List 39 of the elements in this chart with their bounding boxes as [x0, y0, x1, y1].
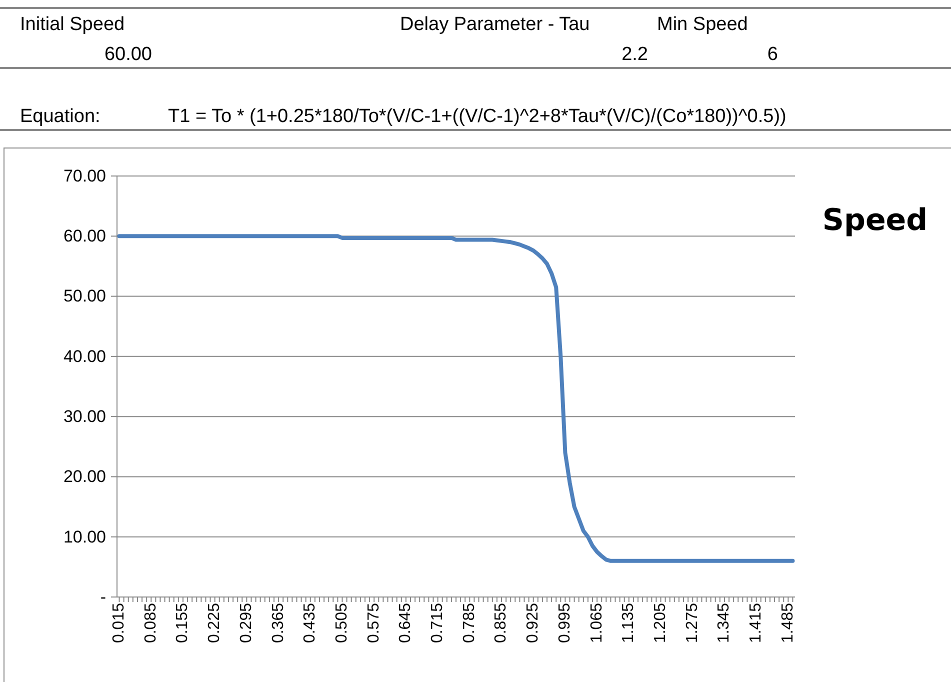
y-tick-label: 50.00 [63, 286, 106, 306]
text: T1 = To * (1+0.25*180/To*(V/C-1+((V/C-1)^2+8*Tau*(V/C)/(Co*180))^0.5)) [168, 106, 786, 127]
x-tick-label: 0.645 [397, 602, 414, 644]
text: Min Speed [657, 14, 748, 35]
x-tick-label: 0.785 [460, 602, 478, 644]
x-tick-label: 0.925 [524, 602, 542, 644]
x-tick-label: 0.435 [302, 602, 319, 644]
x-tick-label: 0.225 [206, 602, 224, 644]
x-tick-label: 1.485 [779, 602, 796, 644]
x-tick-label: 0.365 [270, 602, 287, 644]
text: 6 [767, 44, 778, 65]
x-tick-label: 0.155 [174, 602, 192, 644]
text: 2.2 [622, 44, 648, 65]
y-tick-label: 40.00 [63, 346, 106, 366]
y-tick-label: 30.00 [63, 407, 106, 426]
y-tick-label: 20.00 [63, 467, 106, 486]
x-tick-label: 0.085 [142, 602, 160, 644]
x-tick-label: 1.345 [716, 602, 733, 644]
x-tick-label: 0.995 [556, 602, 574, 644]
x-tick-label: 0.295 [238, 602, 255, 644]
x-tick-label: 1.415 [748, 602, 765, 644]
text: Equation: [20, 106, 100, 127]
x-tick-label: 1.205 [652, 602, 669, 644]
y-tick-label: - [100, 587, 106, 606]
y-tick-label: 60.00 [63, 226, 106, 246]
text: Initial Speed [20, 14, 125, 35]
x-tick-label: 0.015 [110, 602, 128, 644]
y-tick-label: 70.00 [63, 166, 106, 186]
y-tick-label: 10.00 [63, 527, 106, 546]
x-tick-label: 0.575 [365, 602, 382, 644]
x-tick-label: 1.275 [684, 602, 701, 644]
x-tick-label: 1.135 [620, 602, 638, 644]
text: 60.00 [104, 44, 152, 65]
text: Speed [822, 203, 928, 238]
x-tick-label: 0.505 [333, 602, 350, 644]
x-tick-label: 0.855 [492, 602, 510, 644]
x-tick-label: 1.065 [588, 602, 606, 644]
x-tick-label: 0.715 [429, 602, 446, 644]
text: Delay Parameter - Tau [400, 14, 590, 35]
